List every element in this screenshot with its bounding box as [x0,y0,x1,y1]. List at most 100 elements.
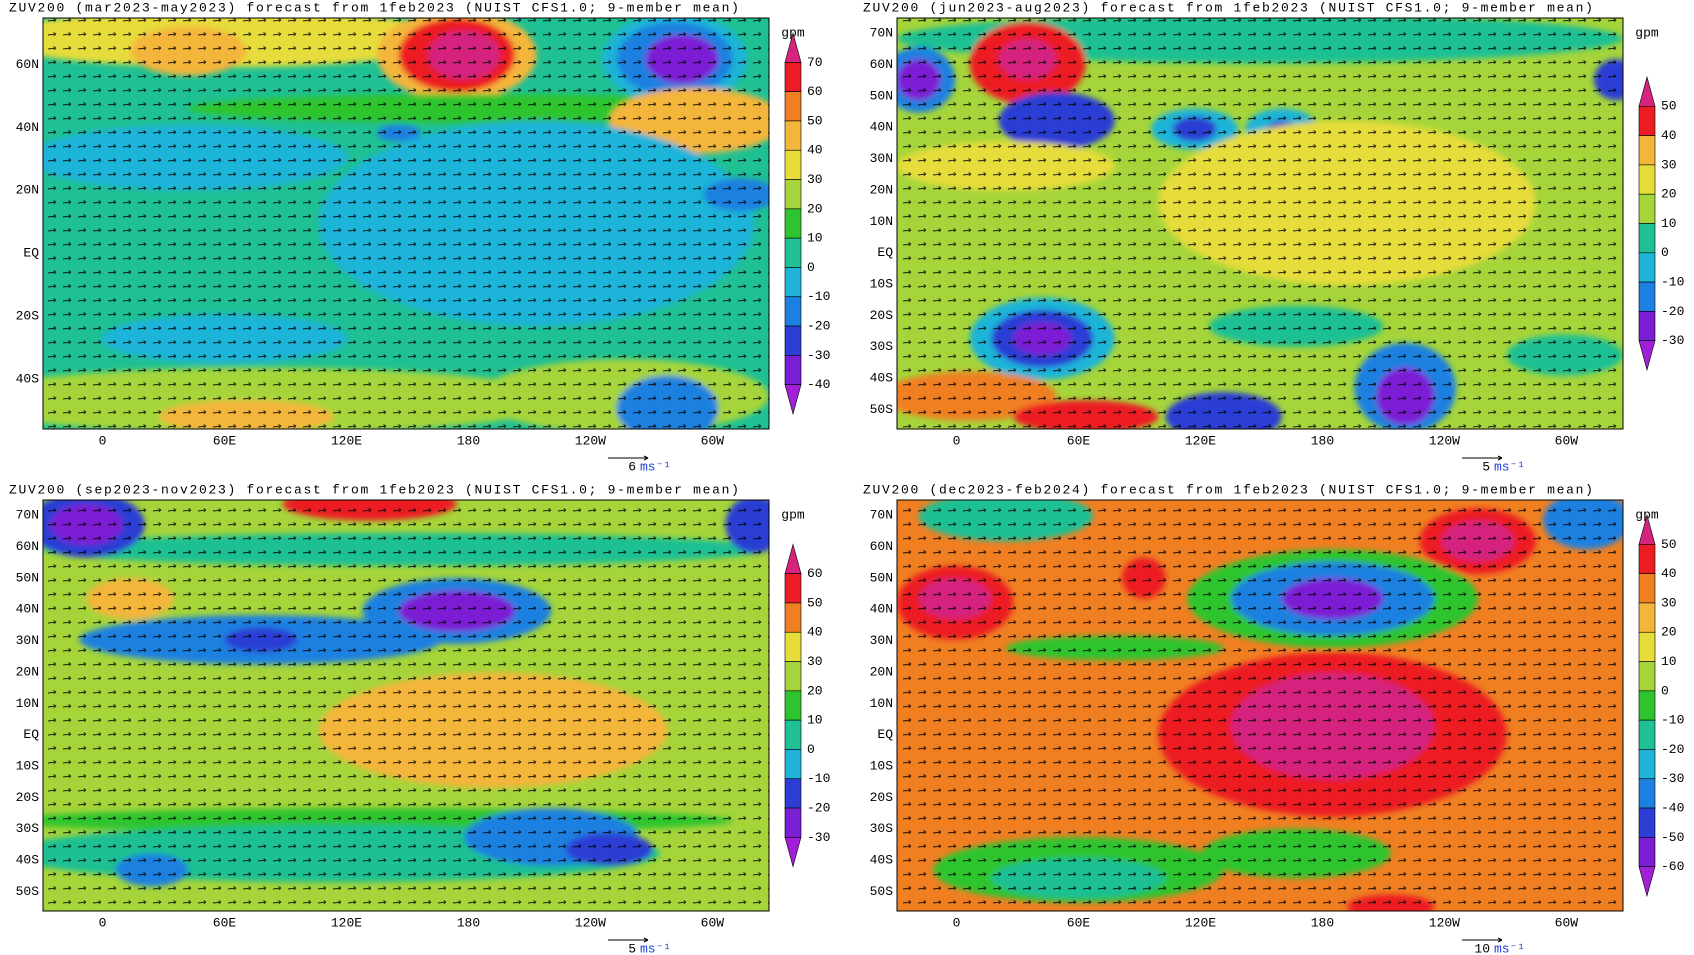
colorbar-label: -20 [1661,304,1684,319]
colorbar-label: 50 [1661,99,1677,114]
panel-title: ZUV200 (sep2023-nov2023) forecast from 1… [9,482,741,497]
lat-label: 40S [16,371,40,386]
colorbar-triangle [784,837,802,868]
colorbar-segment [1638,223,1656,254]
lat-label: 60N [16,539,39,554]
colorbar-label: -30 [807,830,830,845]
lon-label: 60E [213,433,237,448]
colorbar-segment [784,719,802,750]
panel-title: ZUV200 (mar2023-may2023) forecast from 1… [9,0,741,15]
map-frame [42,17,770,430]
lon-label: 60E [1067,433,1091,448]
colorbar-triangle [784,543,802,574]
vector-scale-unit: ms⁻¹ [1494,941,1525,955]
map-panel: ZUV200 (mar2023-may2023) forecast from 1… [9,0,830,474]
map-field [43,500,769,911]
lat-label: 10S [870,759,894,774]
lat-label: 20S [16,790,40,805]
colorbar-segment [784,325,802,356]
colorbar-label: -10 [807,289,830,304]
lat-label: 20N [16,664,39,679]
lat-label: 40S [870,371,894,386]
colorbar-segment [784,778,802,809]
map-field [43,18,769,429]
colorbar-segment [784,807,802,838]
colorbar-segment [784,179,802,210]
colorbar-segment [1638,106,1656,136]
map-panel: ZUV200 (dec2023-feb2024) forecast from 1… [863,482,1684,955]
colorbar-label: 0 [1661,245,1669,260]
colorbar-segment [784,91,802,122]
colorbar-label: -20 [807,318,830,333]
lat-label: 40N [870,120,893,135]
lat-label: EQ [23,727,39,742]
colorbar-segment [784,355,802,385]
lon-label: 120E [331,433,362,448]
colorbar-segment [1638,807,1656,838]
colorbar-label: -10 [807,771,830,786]
lon-label: 120E [1185,433,1216,448]
lat-label: 20S [870,308,894,323]
lat-label: EQ [877,245,893,260]
lat-label: 20S [870,790,894,805]
colorbar-label: -20 [807,800,830,815]
lon-label: 120W [575,433,606,448]
lat-label: 30S [16,821,40,836]
colorbar-label: 50 [807,113,823,128]
lat-label: 30N [16,633,39,648]
colorbar-segment [784,602,802,633]
colorbar-segment [784,267,802,298]
map-frame [896,17,1624,430]
lon-label: 60W [701,433,725,448]
colorbar-segment [784,573,802,604]
colorbar-label: -40 [1661,800,1684,815]
colorbar-label: 30 [1661,595,1677,610]
colorbar-label: 20 [1661,187,1677,202]
map-frame [896,499,1624,912]
lat-label: 50S [870,884,894,899]
lat-label: 70N [16,508,39,523]
colorbar-segment [784,149,802,180]
lat-label: 40N [870,602,893,617]
vector-scale-head [643,937,649,943]
colorbar-label: 10 [1661,654,1677,669]
map-panel: ZUV200 (jun2023-aug2023) forecast from 1… [863,0,1684,474]
colorbar-segment [1638,193,1656,224]
colorbar-segment [1638,164,1656,195]
colorbar-unit: gpm [1635,25,1659,40]
lat-label: 50N [870,570,893,585]
lat-label: 20N [870,664,893,679]
colorbar-label: -20 [1661,742,1684,757]
colorbar-label: 50 [807,595,823,610]
colorbar-label: 0 [807,742,815,757]
colorbar-label: 20 [807,683,823,698]
colorbar-label: 60 [807,566,823,581]
colorbar-label: -60 [1661,859,1684,874]
colorbar-segment [1638,135,1656,166]
lon-label: 60E [213,915,237,930]
lon-label: 0 [953,433,961,448]
map-panel: ZUV200 (sep2023-nov2023) forecast from 1… [9,482,830,955]
lon-label: 0 [99,915,107,930]
colorbar-label: 40 [807,143,823,158]
colorbar-label: -50 [1661,830,1684,845]
lat-label: 30N [870,151,893,166]
colorbar-segment [784,690,802,721]
colorbar-segment [1638,602,1656,633]
lon-label: 60E [1067,915,1091,930]
lat-label: 10S [870,277,894,292]
lat-label: EQ [877,727,893,742]
colorbar-label: 10 [1661,216,1677,231]
lon-label: 60W [1555,915,1579,930]
lat-label: 20N [870,182,893,197]
colorbar-label: -30 [1661,333,1684,348]
lat-label: 50S [870,402,894,417]
colorbar-label: 10 [807,713,823,728]
map-field [897,18,1623,429]
colorbar-triangle [1638,866,1656,898]
wind-vectors [43,18,769,429]
lat-label: 40S [870,853,894,868]
panel-title: ZUV200 (dec2023-feb2024) forecast from 1… [863,482,1595,497]
